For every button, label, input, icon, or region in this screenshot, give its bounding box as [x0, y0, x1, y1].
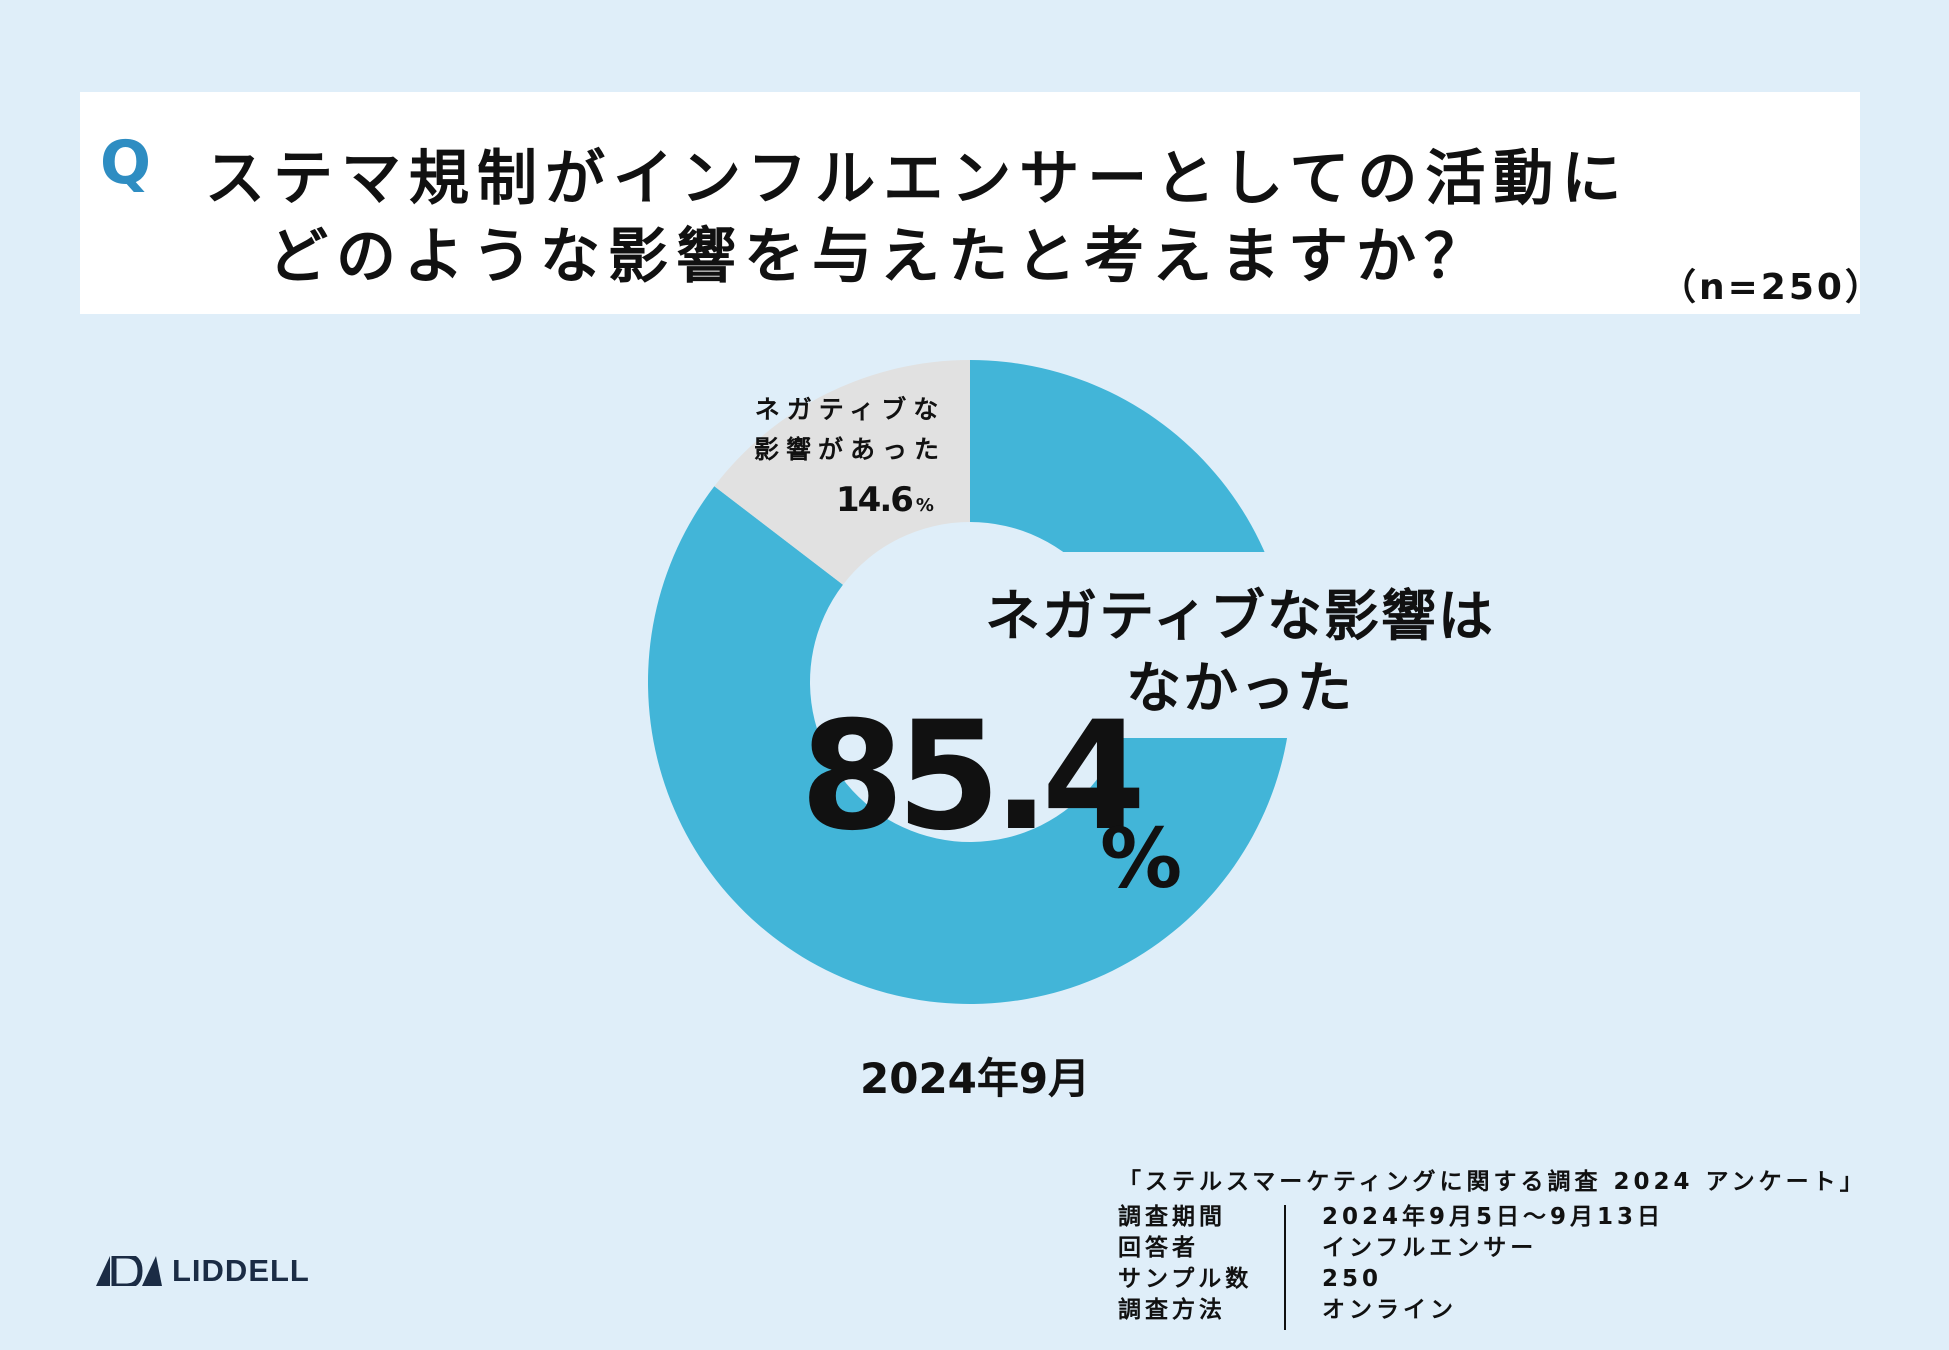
survey-info-keys: 調査期間 回答者 サンプル数 調査方法	[1118, 1202, 1252, 1326]
minor-slice-label: ネガティブな 影響があった	[740, 390, 960, 470]
survey-title: 「ステルスマーケティングに関する調査 2024 アンケート」	[1118, 1169, 1867, 1195]
survey-value-method: オンライン	[1322, 1297, 1457, 1323]
survey-key-sample: サンプル数	[1118, 1266, 1253, 1292]
chart-date: 2024年9月	[860, 1054, 1091, 1103]
center-label-backdrop	[1060, 552, 1300, 738]
minor-slice-unit: %	[915, 495, 934, 516]
question-text-line2: どのような影響を与えたと考えますか？	[268, 222, 1492, 292]
major-slice-label-line1: ネガティブな影響は	[985, 584, 1495, 648]
survey-value-respondent: インフルエンサー	[1322, 1235, 1538, 1261]
question-panel	[80, 92, 1860, 314]
question-text-line1: ステマ規制がインフルエンサーとしての活動に	[205, 144, 1630, 214]
major-slice-label: ネガティブな影響は なかった	[960, 580, 1520, 724]
slice-negative-impact	[714, 360, 970, 585]
minor-slice-number: 14.6	[836, 480, 914, 520]
major-slice-unit: %	[1100, 812, 1183, 907]
question-mark: Q	[100, 128, 154, 198]
survey-key-method: 調査方法	[1118, 1297, 1226, 1323]
survey-value-period: 2024年9月5日〜9月13日	[1322, 1204, 1665, 1230]
minor-slice-label-line1: ネガティブな	[754, 395, 946, 424]
liddell-logo-icon	[96, 1256, 162, 1286]
sample-size: （n=250）	[1660, 267, 1884, 308]
slice-no-negative-impact	[647, 360, 1292, 1004]
survey-key-period: 調査期間	[1118, 1204, 1226, 1230]
survey-info-values: 2024年9月5日〜9月13日 インフルエンサー 250 オンライン	[1322, 1202, 1664, 1326]
major-slice-value: 85.4	[800, 690, 1146, 864]
survey-key-respondent: 回答者	[1118, 1235, 1199, 1261]
minor-slice-label-line2: 影響があった	[753, 435, 946, 464]
major-slice-label-line2: なかった	[1125, 656, 1354, 720]
liddell-logo-text: LIDDELL	[172, 1253, 310, 1288]
minor-slice-value: 14.6%	[836, 480, 934, 520]
liddell-logo: LIDDELL	[96, 1253, 310, 1288]
survey-value-sample: 250	[1322, 1266, 1383, 1292]
survey-divider	[1284, 1205, 1286, 1330]
